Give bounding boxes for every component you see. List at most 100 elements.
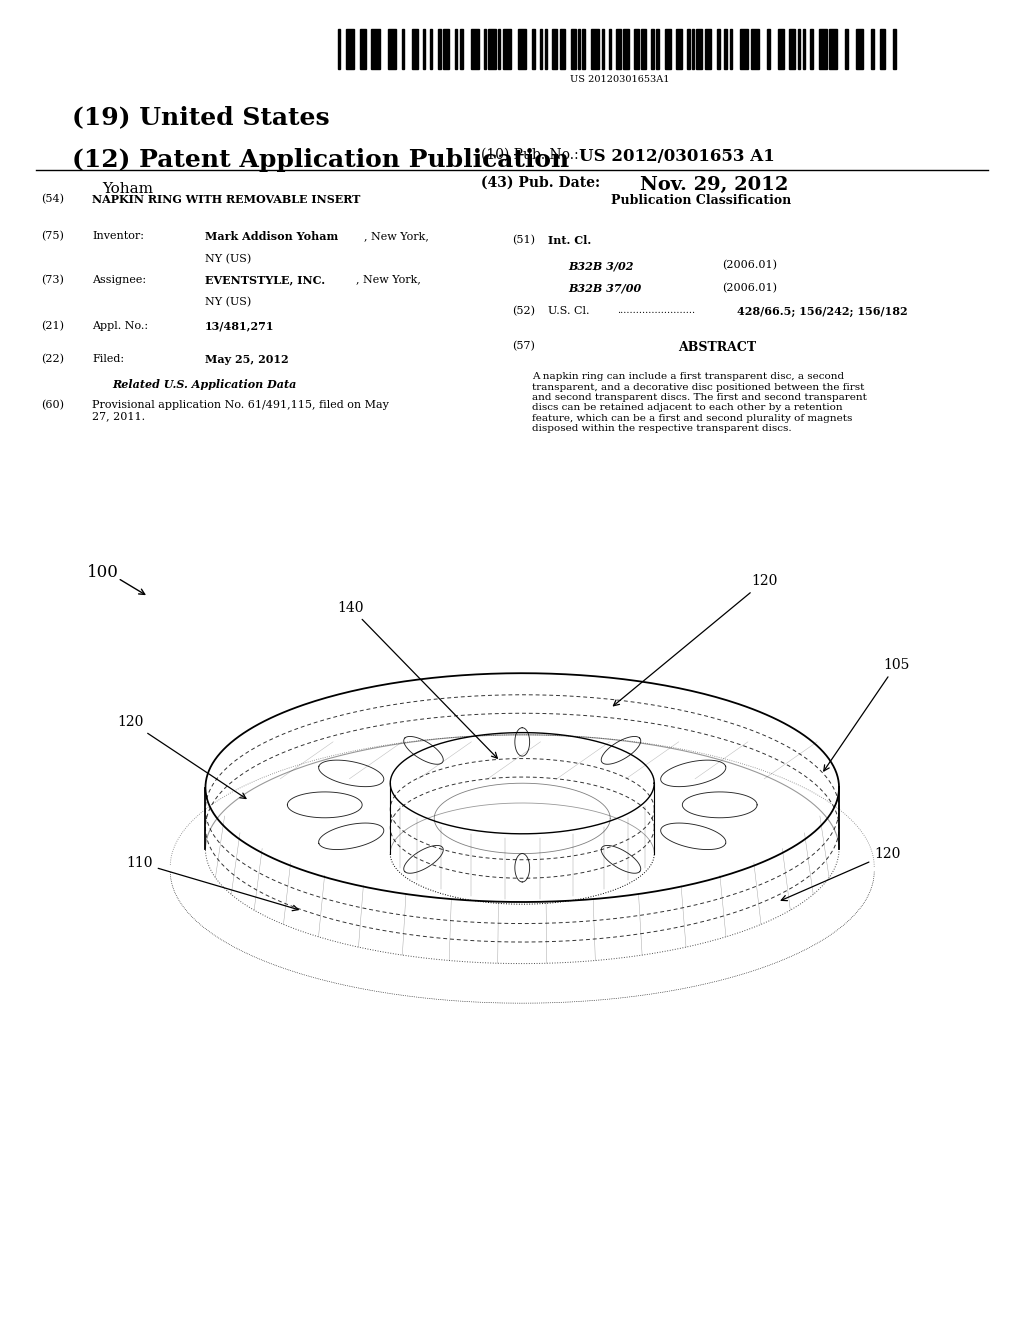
Bar bbox=[724, 29, 727, 69]
Text: .........................: ......................... bbox=[617, 306, 695, 315]
Bar bbox=[338, 29, 340, 69]
Bar bbox=[676, 29, 682, 69]
Bar bbox=[616, 29, 621, 69]
Bar bbox=[455, 29, 457, 69]
Text: (54): (54) bbox=[41, 194, 63, 205]
Text: Appl. No.:: Appl. No.: bbox=[92, 321, 148, 331]
Bar bbox=[583, 29, 585, 69]
Bar bbox=[372, 29, 380, 69]
Bar bbox=[718, 29, 721, 69]
Text: Assignee:: Assignee: bbox=[92, 275, 146, 285]
Bar bbox=[499, 29, 501, 69]
Bar bbox=[810, 29, 813, 69]
Bar bbox=[767, 29, 770, 69]
Bar bbox=[531, 29, 535, 69]
Bar bbox=[591, 29, 599, 69]
Text: May 25, 2012: May 25, 2012 bbox=[205, 354, 289, 364]
Bar bbox=[412, 29, 418, 69]
Bar bbox=[504, 29, 511, 69]
Bar bbox=[540, 29, 542, 69]
Text: NAPKIN RING WITH REMOVABLE INSERT: NAPKIN RING WITH REMOVABLE INSERT bbox=[92, 194, 360, 205]
Bar bbox=[655, 29, 658, 69]
Bar bbox=[460, 29, 463, 69]
Bar bbox=[634, 29, 639, 69]
Bar bbox=[545, 29, 547, 69]
Text: Related U.S. Application Data: Related U.S. Application Data bbox=[113, 379, 297, 389]
Text: ABSTRACT: ABSTRACT bbox=[678, 341, 756, 354]
Bar bbox=[790, 29, 795, 69]
Text: 105: 105 bbox=[823, 657, 909, 771]
Text: , New York,: , New York, bbox=[364, 231, 428, 242]
Bar bbox=[730, 29, 732, 69]
Text: US 20120301653A1: US 20120301653A1 bbox=[569, 75, 670, 84]
Bar bbox=[488, 29, 497, 69]
Bar bbox=[739, 29, 748, 69]
Bar bbox=[893, 29, 896, 69]
Bar bbox=[484, 29, 486, 69]
Bar bbox=[571, 29, 577, 69]
Text: Mark Addison Yoham: Mark Addison Yoham bbox=[205, 231, 338, 242]
Bar bbox=[751, 29, 759, 69]
Bar bbox=[623, 29, 629, 69]
Bar bbox=[880, 29, 885, 69]
Bar bbox=[360, 29, 367, 69]
Bar bbox=[609, 29, 611, 69]
Bar bbox=[443, 29, 449, 69]
Text: (10) Pub. No.:: (10) Pub. No.: bbox=[481, 148, 579, 162]
Bar bbox=[870, 29, 873, 69]
Bar bbox=[602, 29, 604, 69]
Bar bbox=[803, 29, 805, 69]
Bar bbox=[579, 29, 581, 69]
Bar bbox=[346, 29, 354, 69]
Bar bbox=[687, 29, 690, 69]
Bar bbox=[641, 29, 646, 69]
Text: 140: 140 bbox=[338, 601, 498, 758]
Text: (2006.01): (2006.01) bbox=[722, 260, 777, 271]
Text: 110: 110 bbox=[126, 855, 298, 911]
Bar bbox=[696, 29, 702, 69]
Text: EVENTSTYLE, INC.: EVENTSTYLE, INC. bbox=[205, 275, 325, 285]
Bar bbox=[856, 29, 862, 69]
Text: 120: 120 bbox=[781, 847, 901, 900]
Text: (19) United States: (19) United States bbox=[72, 106, 330, 129]
Text: 100: 100 bbox=[87, 565, 119, 581]
Text: NY (US): NY (US) bbox=[205, 297, 251, 308]
Text: (51): (51) bbox=[512, 235, 535, 246]
Text: , New York,: , New York, bbox=[356, 275, 421, 285]
Text: 13/481,271: 13/481,271 bbox=[205, 321, 274, 331]
Bar bbox=[438, 29, 441, 69]
Bar bbox=[560, 29, 565, 69]
Text: NY (US): NY (US) bbox=[205, 253, 251, 264]
Bar bbox=[423, 29, 425, 69]
Bar bbox=[829, 29, 838, 69]
Bar bbox=[665, 29, 671, 69]
Text: (21): (21) bbox=[41, 321, 63, 331]
Text: U.S. Cl.: U.S. Cl. bbox=[548, 306, 590, 317]
Text: 428/66.5; 156/242; 156/182: 428/66.5; 156/242; 156/182 bbox=[737, 306, 908, 317]
Bar bbox=[845, 29, 848, 69]
Text: Int. Cl.: Int. Cl. bbox=[548, 235, 591, 246]
Text: (73): (73) bbox=[41, 275, 63, 285]
Text: Inventor:: Inventor: bbox=[92, 231, 144, 242]
Text: (60): (60) bbox=[41, 400, 63, 411]
Text: (57): (57) bbox=[512, 341, 535, 351]
Text: (52): (52) bbox=[512, 306, 535, 317]
Text: (2006.01): (2006.01) bbox=[722, 282, 777, 293]
Text: (43) Pub. Date:: (43) Pub. Date: bbox=[481, 176, 600, 190]
Bar bbox=[651, 29, 653, 69]
Text: 120: 120 bbox=[118, 715, 246, 799]
Text: 120: 120 bbox=[613, 574, 777, 706]
Text: A napkin ring can include a first transparent disc, a second
transparent, and a : A napkin ring can include a first transp… bbox=[532, 372, 867, 433]
Bar bbox=[401, 29, 403, 69]
Text: Filed:: Filed: bbox=[92, 354, 124, 364]
Bar bbox=[819, 29, 827, 69]
Text: Publication Classification: Publication Classification bbox=[611, 194, 792, 207]
Text: Yoham: Yoham bbox=[102, 182, 154, 197]
Bar bbox=[517, 29, 525, 69]
Text: US 2012/0301653 A1: US 2012/0301653 A1 bbox=[579, 148, 774, 165]
Bar bbox=[388, 29, 395, 69]
Text: (75): (75) bbox=[41, 231, 63, 242]
Bar bbox=[706, 29, 712, 69]
Text: Provisional application No. 61/491,115, filed on May
27, 2011.: Provisional application No. 61/491,115, … bbox=[92, 400, 389, 421]
Bar bbox=[552, 29, 557, 69]
